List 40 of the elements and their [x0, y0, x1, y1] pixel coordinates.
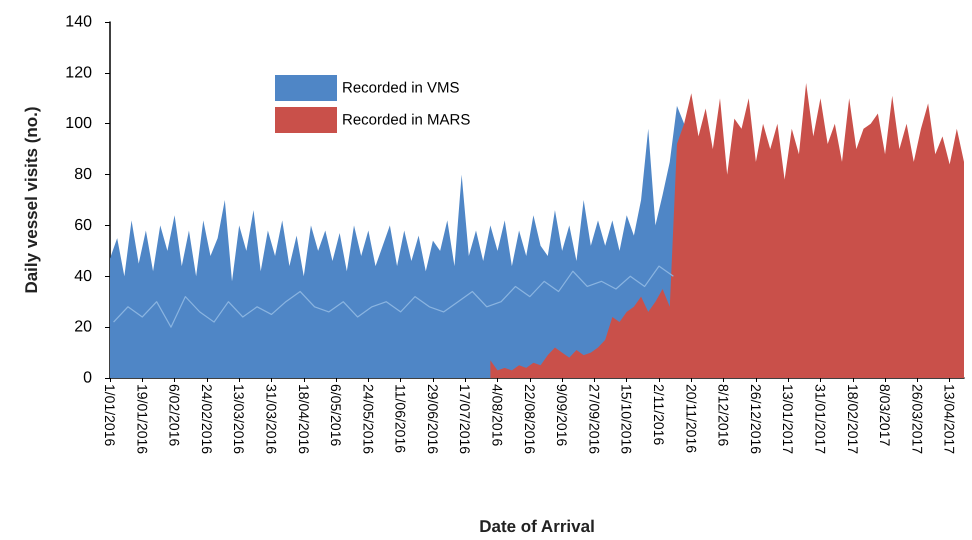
- x-tick-label: 11/06/2016: [392, 384, 409, 454]
- y-tick-label: 140: [65, 14, 92, 30]
- y-axis-title: Daily vessel visits (no.): [22, 106, 41, 294]
- x-tick-label: 6/05/2016: [328, 384, 344, 446]
- x-tick-label: 31/01/2017: [812, 384, 828, 454]
- x-tick-label: 2/11/2016: [651, 384, 667, 446]
- x-tick-label: 17/07/2016: [457, 384, 474, 454]
- x-tick-label: 18/02/2017: [844, 384, 861, 454]
- x-tick-label: 18/04/2016: [296, 384, 312, 454]
- y-tick-label: 100: [65, 115, 92, 132]
- y-tick-label: 60: [74, 216, 92, 234]
- x-axis-title: Date of Arrival: [479, 517, 595, 536]
- y-tick-label: 120: [65, 64, 92, 82]
- y-tick-label: 0: [83, 370, 92, 386]
- x-tick-label: 27/09/2016: [586, 384, 602, 454]
- x-tick-label: 19/01/2016: [134, 384, 150, 454]
- x-tick-label: 1/01/2016: [102, 384, 118, 446]
- x-tick-label: 8/12/2016: [716, 384, 732, 446]
- x-tick-label: 15/10/2016: [618, 384, 635, 454]
- y-tick-label: 20: [74, 318, 92, 336]
- x-tick-label: 29/06/2016: [424, 384, 441, 454]
- x-tick-label: 31/03/2016: [263, 384, 280, 454]
- legend-label: Recorded in VMS: [342, 80, 460, 96]
- x-tick-label: 9/09/2016: [554, 384, 570, 446]
- x-tick-label: 4/08/2016: [490, 384, 506, 446]
- y-tick-label: 80: [74, 166, 92, 184]
- x-tick-label: 26/12/2016: [748, 384, 764, 454]
- x-tick-label: 22/08/2016: [522, 384, 538, 454]
- y-tick-label: 40: [74, 268, 92, 285]
- x-tick-label: 20/11/2016: [683, 384, 700, 454]
- x-tick-label: 24/02/2016: [198, 384, 215, 454]
- line-series: [112, 266, 674, 328]
- x-tick-label: 8/03/2017: [877, 384, 894, 446]
- x-tick-label: 6/02/2016: [166, 384, 183, 446]
- x-tick-label: 13/03/2016: [231, 384, 248, 454]
- legend-label: Recorded in MARS: [342, 112, 470, 128]
- x-tick-label: 24/05/2016: [360, 384, 376, 454]
- x-tick-label: 26/03/2017: [909, 384, 926, 454]
- x-tick-label: 13/04/2017: [942, 384, 958, 454]
- x-tick-label: 13/01/2017: [780, 384, 796, 454]
